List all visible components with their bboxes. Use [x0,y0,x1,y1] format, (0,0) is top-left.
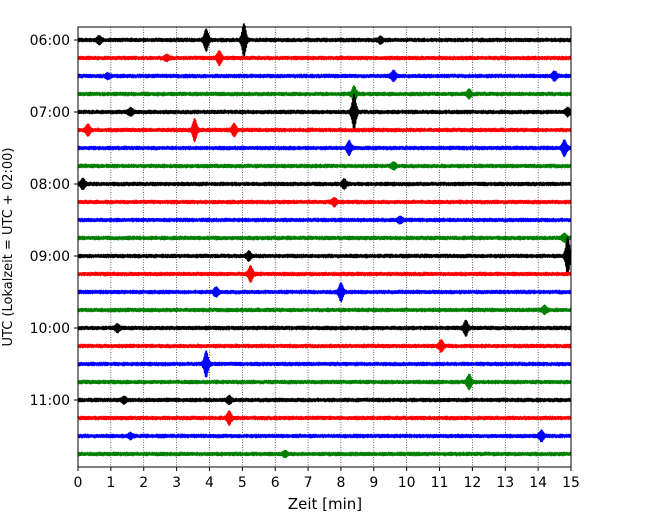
x-tick-label: 6 [271,475,280,491]
x-tick-label: 13 [496,475,514,491]
y-axis-label: UTC (Lokalzeit = UTC + 02:00) [1,148,16,347]
y-axis-ticks: 06:00 07:00 08:00 09:00 10:00 11:00 [30,33,78,409]
y-tick-label: 10:00 [30,321,70,337]
trace-0615 [77,50,572,67]
trace-1015 [77,339,572,354]
x-axis-label: Zeit [min] [288,495,362,513]
trace-0900 [77,236,572,276]
trace-0645 [77,85,572,103]
trace-1000 [77,319,572,337]
seismogram-traces [77,23,572,459]
x-tick-label: 14 [529,475,547,491]
trace-0930 [77,282,572,303]
trace-0815 [77,196,572,208]
x-grid [110,27,539,467]
trace-0845 [77,232,572,243]
x-tick-label: 2 [139,475,148,491]
y-tick-label: 11:00 [30,393,70,409]
trace-0830 [77,215,572,225]
x-tick-label: 11 [431,475,449,491]
trace-0600 [77,23,572,58]
trace-1100 [77,394,572,406]
trace-1130 [77,429,572,443]
x-tick-label: 10 [398,475,416,491]
trace-0945 [77,304,572,316]
trace-1115 [77,410,572,426]
x-tick-label: 9 [369,475,378,491]
x-tick-label: 0 [74,475,83,491]
trace-0730 [77,139,572,158]
x-tick-label: 4 [205,475,214,491]
trace-1145 [77,449,572,459]
x-tick-label: 15 [562,475,580,491]
x-tick-label: 12 [463,475,481,491]
plot-frame [77,26,572,468]
trace-0915 [77,265,572,283]
y-tick-label: 09:00 [30,249,70,265]
x-tick-label: 7 [304,475,313,491]
x-tick-label: 8 [336,475,345,491]
x-tick-label: 3 [172,475,181,491]
trace-1030 [77,350,572,378]
y-tick-label: 08:00 [30,177,70,193]
x-tick-label: 1 [106,475,115,491]
trace-0745 [77,161,572,171]
x-tick-label: 5 [238,475,247,491]
trace-0715 [77,118,572,143]
trace-1045 [77,373,572,391]
y-tick-label: 07:00 [30,105,70,121]
trace-0630 [77,69,572,83]
x-axis-ticks: 0 1 2 3 4 5 6 7 8 9 10 11 12 13 14 15 [74,467,580,491]
trace-0700 [77,93,572,131]
y-tick-label: 06:00 [30,33,70,49]
trace-0800 [77,177,572,191]
